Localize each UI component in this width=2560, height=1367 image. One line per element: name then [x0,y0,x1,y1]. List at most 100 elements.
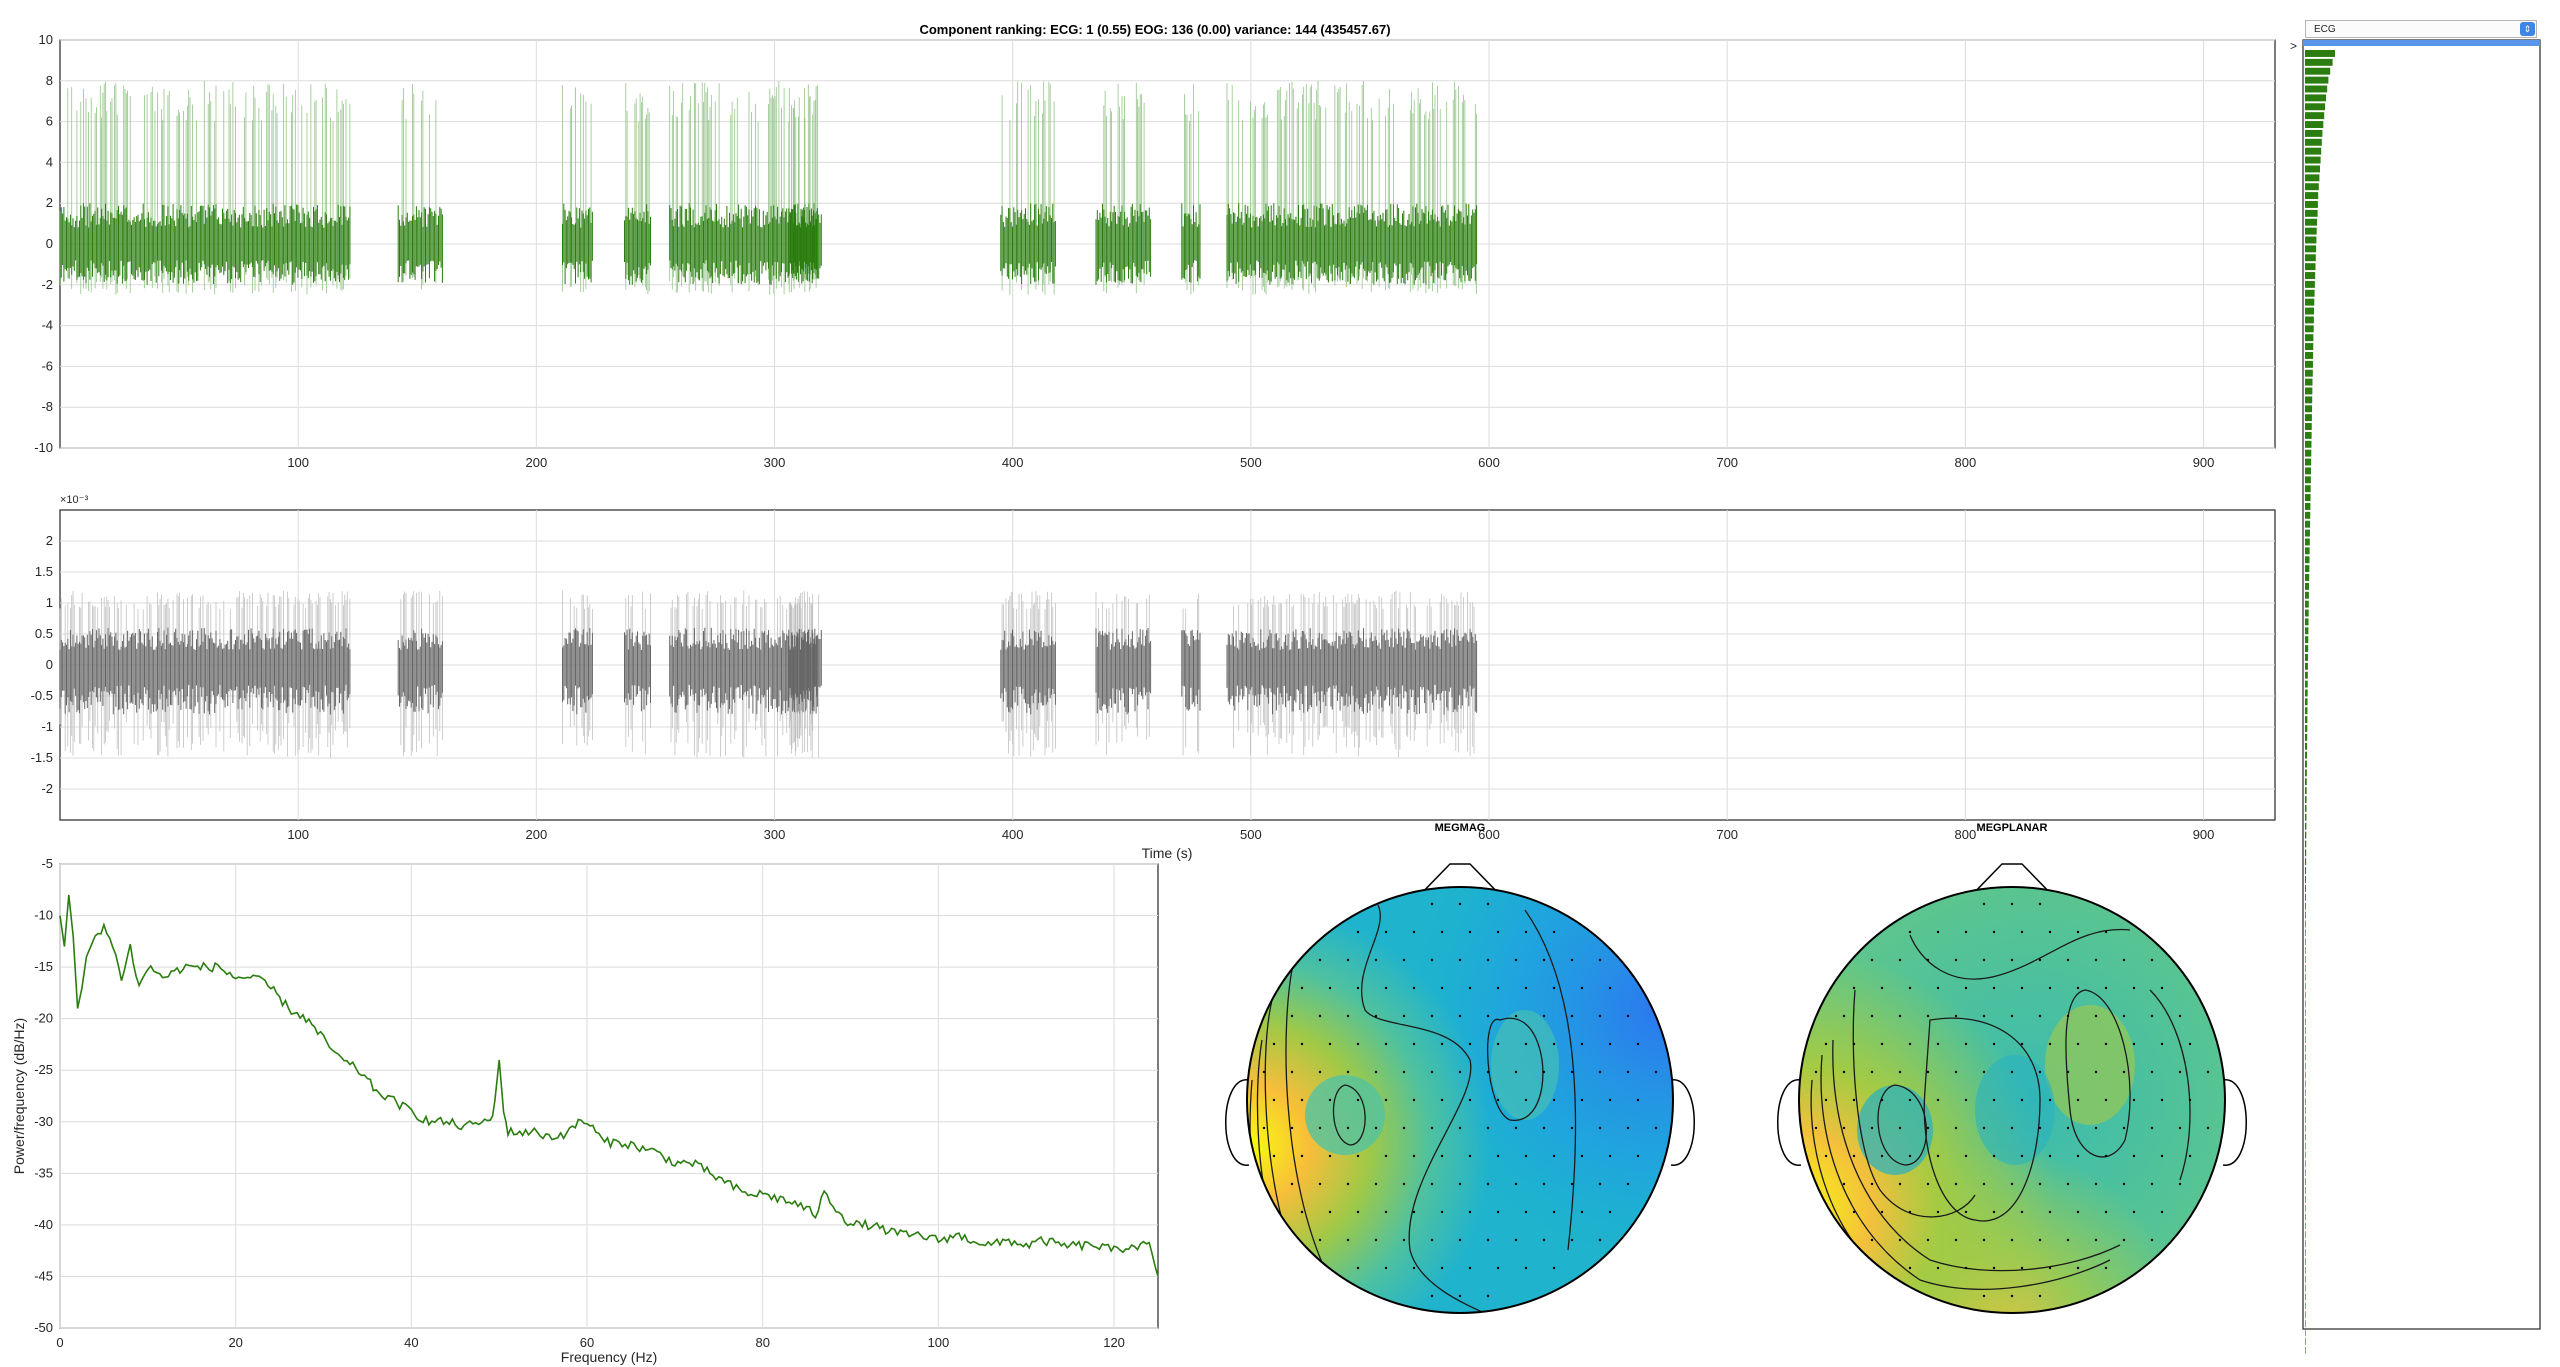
ranking-bar[interactable] [2305,672,2308,679]
ranking-bar[interactable] [2305,636,2308,643]
ranking-bar[interactable] [2305,556,2310,563]
ranking-bar[interactable] [2305,645,2308,652]
ranking-bar[interactable] [2305,1027,2306,1034]
ranking-bar[interactable] [2305,379,2313,386]
ranking-bar[interactable] [2305,1169,2306,1176]
ranking-bar[interactable] [2305,947,2306,954]
ranking-bar[interactable] [2305,432,2312,439]
ranking-bar[interactable] [2305,388,2312,395]
ranking-bar[interactable] [2305,219,2317,226]
ranking-bar[interactable] [2305,627,2308,634]
ranking-bar[interactable] [2305,654,2308,661]
ranking-bar[interactable] [2305,139,2322,146]
dropdown-chevron-icon[interactable]: ⇕ [2520,22,2535,36]
ranking-bar[interactable] [2305,610,2309,617]
ranking-bar[interactable] [2305,183,2319,190]
ranking-bar[interactable] [2305,1311,2306,1318]
ranking-bar[interactable] [2305,165,2320,172]
ranking-bar[interactable] [2305,68,2330,75]
ranking-bar[interactable] [2305,1151,2306,1158]
ranking-bar[interactable] [2305,840,2306,847]
ranking-bar[interactable] [2305,716,2307,723]
ranking-bar[interactable] [2305,334,2313,341]
ranking-bar[interactable] [2305,867,2306,874]
ranking-bar[interactable] [2305,103,2325,110]
ranking-bar[interactable] [2305,938,2306,945]
ranking-bar[interactable] [2305,1320,2306,1327]
ranking-bar[interactable] [2305,530,2310,537]
ranking-bar[interactable] [2305,237,2316,244]
ranking-bar[interactable] [2305,254,2316,261]
ranking-bar[interactable] [2305,325,2314,332]
ranking-bar[interactable] [2305,769,2307,776]
ranking-bar[interactable] [2305,1107,2306,1114]
ranking-bar[interactable] [2305,1258,2306,1265]
ranking-bar[interactable] [2305,1178,2306,1185]
ranking-bar[interactable] [2305,361,2313,368]
ranking-bar[interactable] [2305,1231,2306,1238]
ranking-bar[interactable] [2305,1036,2306,1043]
ranking-bar[interactable] [2305,467,2311,474]
ranking-bar[interactable] [2305,743,2307,750]
ranking-bar[interactable] [2305,618,2309,625]
ranking-bar[interactable] [2305,86,2327,93]
ranking-bar[interactable] [2305,547,2310,554]
ranking-bar[interactable] [2305,228,2317,235]
ranking-bar[interactable] [2305,1276,2306,1283]
ranking-bar[interactable] [2305,1267,2306,1274]
ranking-bar[interactable] [2305,885,2306,892]
ranking-bar[interactable] [2305,1000,2306,1007]
ranking-bar[interactable] [2305,308,2314,315]
ranking-bar[interactable] [2305,690,2308,697]
ranking-bar[interactable] [2305,272,2315,279]
ranking-bar[interactable] [2305,583,2309,590]
ranking-bar[interactable] [2305,299,2314,306]
ranking-bar[interactable] [2305,1142,2306,1149]
ranking-bar[interactable] [2305,174,2319,181]
ranking-bar[interactable] [2305,59,2333,66]
ranking-bar[interactable] [2305,601,2309,608]
ranking-bar[interactable] [2305,1089,2306,1096]
ranking-bar[interactable] [2305,805,2307,812]
ranking-bar[interactable] [2305,787,2307,794]
ranking-bar[interactable] [2305,725,2307,732]
ranking-bar[interactable] [2305,565,2309,572]
ranking-bar[interactable] [2305,396,2312,403]
ranking-bar[interactable] [2305,1240,2306,1247]
ranking-bar[interactable] [2305,1071,2306,1078]
ranking-bar[interactable] [2305,441,2311,448]
ranking-bar[interactable] [2305,1205,2306,1212]
ranking-bar[interactable] [2305,210,2318,217]
ranking-bar[interactable] [2305,698,2308,705]
ranking-bar[interactable] [2305,77,2328,84]
ranking-bar[interactable] [2305,1329,2306,1336]
ranking-bar[interactable] [2305,521,2310,528]
ranking-bar[interactable] [2305,1338,2306,1345]
ranking-bar[interactable] [2305,485,2311,492]
ranking-bar[interactable] [2305,1196,2306,1203]
ranking-bar[interactable] [2305,290,2315,297]
ranking-bar[interactable] [2305,858,2306,865]
ranking-bar[interactable] [2305,734,2307,741]
ranking-bar[interactable] [2305,761,2307,768]
ranking-bar[interactable] [2305,459,2311,466]
ranking-bar[interactable] [2305,476,2311,483]
ranking-bar[interactable] [2305,983,2306,990]
ranking-bar[interactable] [2305,1249,2306,1256]
ranking-bar[interactable] [2305,903,2306,910]
ranking-bar[interactable] [2305,832,2306,839]
ranking-bar[interactable] [2305,894,2306,901]
ranking-bar[interactable] [2305,157,2321,164]
ranking-bar[interactable] [2305,1285,2306,1292]
ranking-bar-panel[interactable]: > [2290,39,2540,1354]
ranking-bar[interactable] [2305,1160,2306,1167]
ranking-bar[interactable] [2305,1134,2306,1141]
ranking-bar[interactable] [2305,920,2306,927]
ranking-bar[interactable] [2305,121,2323,128]
ranking-bar[interactable] [2305,1063,2306,1070]
ranking-bar[interactable] [2305,1187,2306,1194]
ranking-bar[interactable] [2305,1347,2306,1354]
ranking-bar[interactable] [2305,192,2318,199]
ranking-bar[interactable] [2305,405,2312,412]
ranking-bar[interactable] [2305,50,2335,57]
